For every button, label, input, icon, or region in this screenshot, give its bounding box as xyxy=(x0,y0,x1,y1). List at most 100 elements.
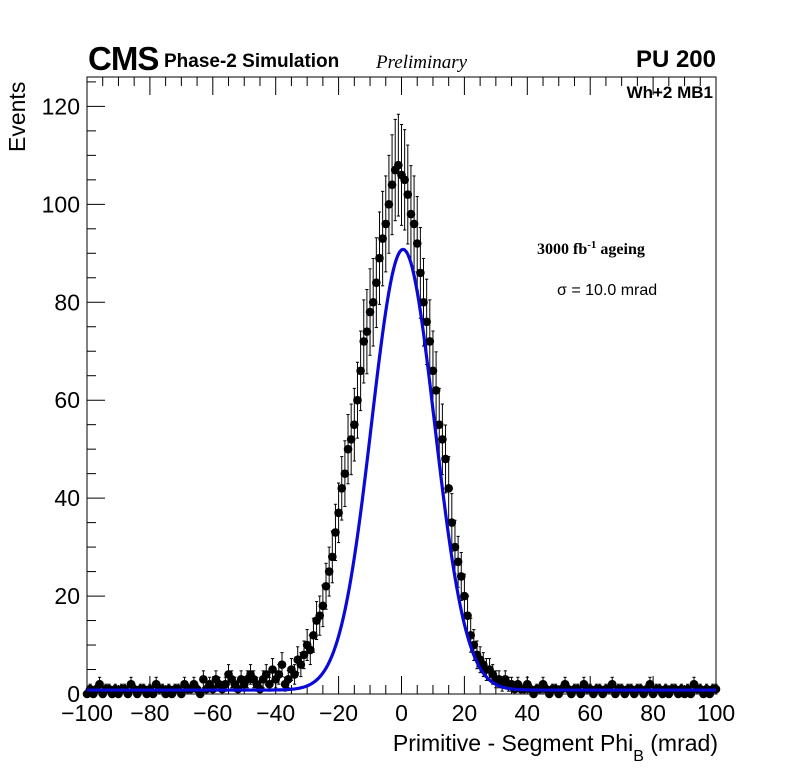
x-tick-label: 40 xyxy=(515,700,541,726)
gaussian-fit-curve xyxy=(86,247,717,692)
x-axis-label: Primitive - Segment PhiB (mrad) xyxy=(393,732,718,765)
data-point xyxy=(375,253,384,263)
data-point xyxy=(274,670,284,679)
data-point xyxy=(309,630,318,640)
pileup-label: PU 200 xyxy=(635,46,716,73)
data-point xyxy=(321,581,331,591)
ageing-prefix: 3000 fb xyxy=(537,241,588,258)
ageing-exponent: -1 xyxy=(587,239,597,251)
data-point xyxy=(277,660,287,669)
data-point xyxy=(299,650,309,660)
data-point xyxy=(362,327,372,336)
data-point xyxy=(328,552,337,562)
data-point xyxy=(343,444,353,454)
data-point xyxy=(576,689,586,699)
sigma-annotation: σ = 10.0 mrad xyxy=(557,282,658,299)
data-point xyxy=(350,420,359,429)
data-point xyxy=(195,689,205,699)
data-point xyxy=(290,670,299,679)
x-axis-label-main: Primitive - Segment Phi xyxy=(392,730,634,756)
data-point xyxy=(403,190,413,199)
data-point xyxy=(381,219,391,229)
data-point xyxy=(686,689,696,699)
data-point xyxy=(221,679,230,689)
y-axis-label: Events xyxy=(4,81,30,152)
data-point xyxy=(148,689,158,699)
data-point xyxy=(463,611,472,620)
data-point xyxy=(394,160,403,170)
data-point xyxy=(384,200,394,209)
data-point xyxy=(123,689,133,699)
x-tick-label: 0 xyxy=(395,700,408,726)
data-point xyxy=(368,297,378,307)
ageing-annotation: 3000 fb-1 ageing xyxy=(537,240,645,258)
data-point xyxy=(372,278,381,287)
data-point xyxy=(337,484,347,493)
data-point xyxy=(296,660,306,669)
data-point xyxy=(318,601,328,611)
x-tick-label: 80 xyxy=(640,700,666,726)
fit-curve-group xyxy=(86,247,717,692)
data-point xyxy=(460,591,469,601)
data-point xyxy=(428,366,438,376)
data-point xyxy=(265,679,274,689)
data-point xyxy=(365,307,375,317)
x-tick-label: −40 xyxy=(256,700,295,726)
data-point xyxy=(450,542,460,552)
data-point xyxy=(406,209,416,219)
data-point xyxy=(268,665,277,674)
data-point xyxy=(438,435,447,444)
y-tick-label: 80 xyxy=(54,289,80,315)
y-tick-label: 20 xyxy=(54,583,80,609)
data-point xyxy=(409,219,419,229)
data-point xyxy=(400,175,409,185)
y-tick-label: 120 xyxy=(42,93,80,119)
x-tick-label: −100 xyxy=(61,700,113,726)
data-point xyxy=(334,508,343,518)
data-point xyxy=(645,679,655,689)
y-tick-label: 40 xyxy=(54,485,80,511)
x-tick-label: 60 xyxy=(577,700,603,726)
data-point xyxy=(359,337,369,346)
data-point xyxy=(447,518,457,527)
data-point xyxy=(199,675,208,684)
simulation-label: Phase-2 Simulation xyxy=(164,51,340,72)
data-point xyxy=(261,670,271,679)
x-tick-label: 20 xyxy=(452,700,478,726)
experiment-label: CMS xyxy=(88,40,159,77)
data-point xyxy=(331,528,340,537)
data-point xyxy=(305,645,315,655)
x-tick-label: −80 xyxy=(130,700,169,726)
preliminary-label: Preliminary xyxy=(376,52,468,73)
y-tick-label: 60 xyxy=(54,387,80,413)
data-point xyxy=(353,395,362,405)
data-point xyxy=(387,180,397,190)
data-point xyxy=(315,611,325,620)
data-point xyxy=(340,469,350,478)
data-point xyxy=(283,675,293,684)
ageing-suffix: ageing xyxy=(596,241,645,258)
x-axis-label-sub: B xyxy=(633,748,644,765)
data-point xyxy=(607,679,617,689)
data-point xyxy=(441,454,450,464)
error-bars xyxy=(85,113,718,695)
data-point xyxy=(412,239,422,248)
data-point xyxy=(95,679,104,689)
data-point xyxy=(346,435,356,444)
data-point xyxy=(444,484,453,493)
data-point xyxy=(434,420,444,429)
data-point xyxy=(453,557,463,567)
axis-tick-labels: −100 −80 −60 −40 −20 0 20 40 60 80 100 0 20 40 60 80 100… xyxy=(42,93,736,726)
data-point xyxy=(378,234,387,243)
x-tick-label: 100 xyxy=(697,700,735,726)
data-point xyxy=(419,297,428,307)
x-tick-label: −20 xyxy=(319,700,358,726)
y-tick-label: 100 xyxy=(42,191,80,217)
data-point xyxy=(431,386,441,395)
data-point xyxy=(356,366,365,376)
data-point xyxy=(177,689,186,699)
station-label: Wh+2 MB1 xyxy=(626,83,713,102)
data-point xyxy=(416,268,425,278)
y-tick-label: 0 xyxy=(67,681,80,707)
